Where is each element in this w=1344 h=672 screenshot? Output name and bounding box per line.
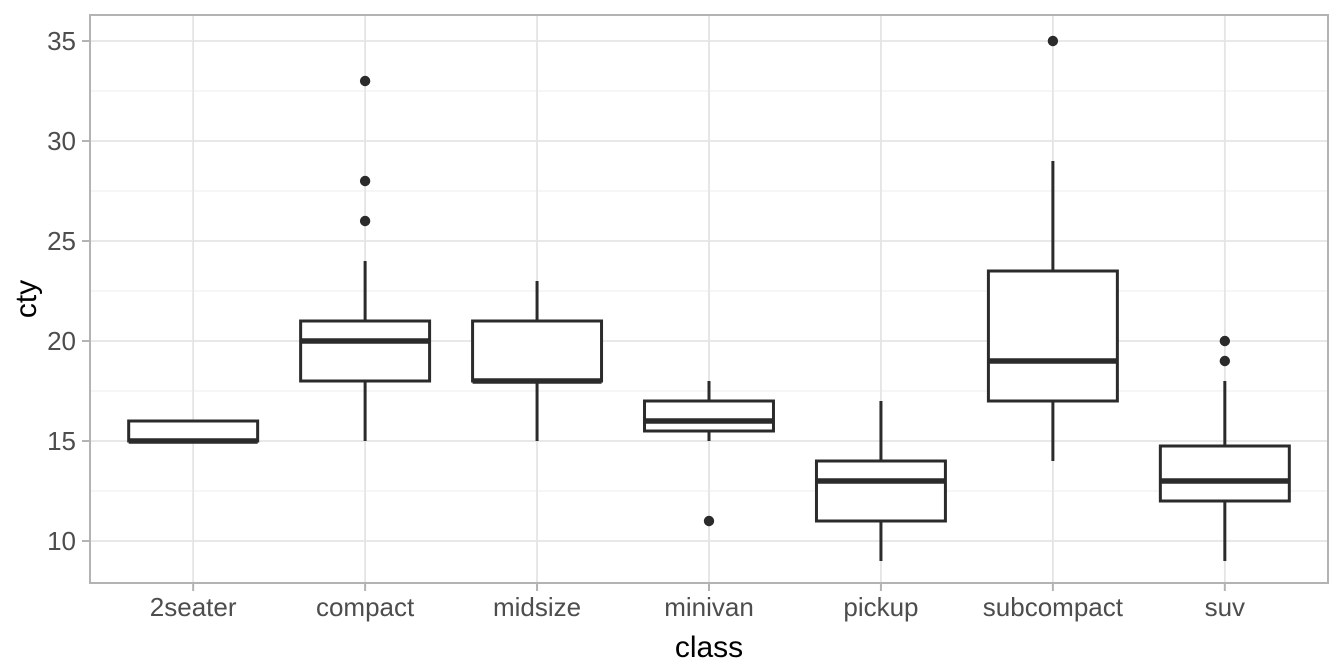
iqr-box (1158, 444, 1291, 503)
boxplot-compact (299, 75, 432, 441)
boxplot-midsize (471, 281, 604, 441)
x-axis-title: class (675, 631, 743, 664)
outlier-point (703, 515, 715, 527)
outlier-point (1219, 335, 1231, 347)
x-tick-label: midsize (493, 592, 581, 622)
x-tick-label: minivan (664, 592, 754, 622)
boxplot-minivan (643, 381, 775, 527)
grid-layer (90, 15, 1328, 583)
outlier-point (359, 175, 371, 187)
iqr-box (471, 319, 604, 383)
y-tick-label: 35 (47, 26, 76, 56)
boxplot-2seater (127, 419, 260, 444)
boxplot-pickup (814, 401, 947, 561)
outlier-point (1047, 35, 1059, 47)
x-tick-label: 2seater (150, 592, 237, 622)
box-layer (127, 35, 1291, 561)
iqr-box (127, 419, 260, 443)
iqr-box (814, 459, 947, 523)
outlier-point (1219, 355, 1231, 367)
y-axis-title: cty (10, 280, 43, 318)
iqr-box (299, 319, 432, 383)
x-tick-label: pickup (843, 592, 918, 622)
axis-layer: 10 15 20 25 30 35 2seater compact midsize minivan… (47, 26, 1245, 622)
x-tick-label: compact (316, 592, 415, 622)
y-tick-label: 15 (47, 426, 76, 456)
outlier-point (359, 215, 371, 227)
iqr-box (986, 269, 1119, 403)
x-tick-label: subcompact (983, 592, 1124, 622)
boxplot-suv (1158, 335, 1291, 561)
x-tick-label: suv (1205, 592, 1245, 622)
y-tick-label: 30 (47, 126, 76, 156)
outlier-point (359, 75, 371, 87)
y-tick-label: 20 (47, 326, 76, 356)
boxplot-subcompact (986, 35, 1119, 461)
iqr-box (643, 399, 775, 433)
panel-border (89, 14, 1329, 584)
y-tick-label: 10 (47, 526, 76, 556)
y-tick-label: 25 (47, 226, 76, 256)
